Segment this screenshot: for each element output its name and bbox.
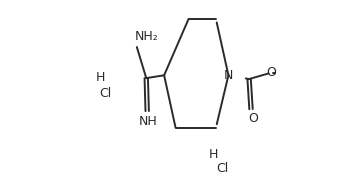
Text: NH₂: NH₂ xyxy=(135,30,159,43)
Text: NH: NH xyxy=(139,116,158,129)
Text: Cl: Cl xyxy=(100,87,112,100)
Text: O: O xyxy=(266,66,276,79)
Text: Cl: Cl xyxy=(216,162,228,175)
Text: O: O xyxy=(248,112,258,125)
Text: N: N xyxy=(224,69,233,82)
Text: H: H xyxy=(209,148,219,161)
Text: H: H xyxy=(95,71,105,84)
